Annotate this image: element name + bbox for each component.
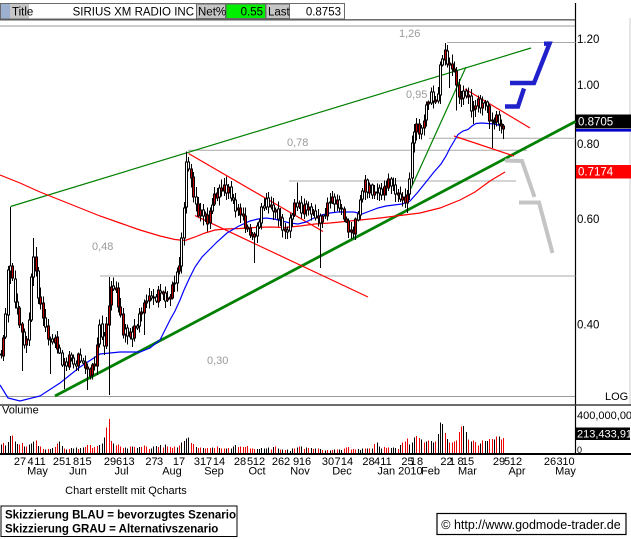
svg-text:31: 31	[194, 456, 206, 468]
svg-text:0.8705: 0.8705	[578, 117, 613, 129]
svg-text:14: 14	[341, 456, 353, 468]
svg-text:7: 7	[206, 456, 212, 468]
svg-text:Feb: Feb	[421, 466, 440, 478]
svg-text:0,95: 0,95	[406, 89, 427, 101]
svg-text:3: 3	[556, 456, 562, 468]
svg-text:29: 29	[104, 456, 116, 468]
svg-text:Net%: Net%	[198, 7, 226, 19]
svg-text:5: 5	[247, 456, 253, 468]
svg-text:Jun: Jun	[69, 466, 87, 478]
svg-text:May: May	[555, 466, 576, 478]
svg-text:1: 1	[449, 456, 455, 468]
svg-text:1.20: 1.20	[577, 34, 599, 46]
svg-text:15: 15	[462, 456, 474, 468]
svg-text:0.7174: 0.7174	[578, 167, 614, 179]
svg-text:0: 0	[577, 445, 582, 455]
svg-text:Jan 2010: Jan 2010	[377, 466, 422, 478]
svg-text:17: 17	[173, 456, 185, 468]
svg-text:Dec: Dec	[332, 466, 352, 478]
svg-text:15: 15	[79, 456, 91, 468]
svg-text:8: 8	[73, 456, 79, 468]
svg-text:14: 14	[213, 456, 225, 468]
svg-text:2: 2	[284, 456, 290, 468]
svg-text:© http://www.godmode-trader.de: © http://www.godmode-trader.de	[441, 518, 620, 532]
svg-text:25: 25	[401, 456, 413, 468]
svg-text:27: 27	[145, 456, 157, 468]
svg-text:Apr: Apr	[508, 466, 525, 478]
svg-text:12: 12	[253, 456, 265, 468]
svg-text:9: 9	[293, 456, 299, 468]
svg-text:Mar: Mar	[458, 466, 477, 478]
svg-text:0.40: 0.40	[577, 320, 599, 332]
svg-text:Chart erstellt mit Qcharts: Chart erstellt mit Qcharts	[65, 485, 187, 497]
svg-text:1.00: 1.00	[577, 80, 599, 92]
svg-text:1: 1	[410, 456, 416, 468]
svg-text:26: 26	[544, 456, 556, 468]
svg-text:0,78: 0,78	[287, 137, 308, 149]
svg-text:28: 28	[362, 456, 374, 468]
svg-text:11: 11	[380, 456, 391, 468]
svg-text:Volume: Volume	[2, 405, 39, 417]
svg-text:22: 22	[440, 456, 452, 468]
svg-text:Jul: Jul	[114, 466, 128, 478]
svg-text:5: 5	[504, 456, 510, 468]
svg-text:SIRIUS XM RADIO INC: SIRIUS XM RADIO INC	[73, 7, 194, 19]
svg-text:11: 11	[34, 456, 45, 468]
svg-text:16: 16	[299, 456, 311, 468]
svg-text:8: 8	[457, 456, 463, 468]
svg-text:25: 25	[53, 456, 65, 468]
svg-text:Aug: Aug	[162, 466, 182, 478]
svg-text:30: 30	[322, 456, 334, 468]
svg-text:3: 3	[157, 456, 163, 468]
svg-text:Skizzierung BLAU = bevorzugtes: Skizzierung BLAU = bevorzugtes Szenario	[5, 510, 236, 522]
svg-text:Oct: Oct	[248, 466, 265, 478]
svg-text:LOG: LOG	[605, 391, 628, 403]
svg-text:Nov: Nov	[290, 466, 310, 478]
svg-text:26: 26	[272, 456, 284, 468]
svg-text:Skizzierung GRAU = Alternativs: Skizzierung GRAU = Alternativszenario	[5, 524, 218, 536]
svg-text:Last: Last	[268, 7, 291, 19]
svg-text:0.8753: 0.8753	[306, 7, 341, 19]
svg-text:Title: Title	[12, 7, 33, 19]
svg-text:0.80: 0.80	[577, 139, 599, 151]
svg-text:Sep: Sep	[204, 466, 224, 478]
svg-text:8: 8	[417, 456, 423, 468]
svg-text:12: 12	[510, 456, 522, 468]
svg-text:10: 10	[562, 456, 574, 468]
svg-text:1: 1	[65, 456, 71, 468]
svg-text:6: 6	[116, 456, 122, 468]
svg-text:400,000,00: 400,000,00	[577, 410, 631, 422]
svg-text:7: 7	[334, 456, 340, 468]
svg-text:0,30: 0,30	[207, 355, 228, 367]
svg-text:May: May	[27, 466, 48, 478]
svg-text:213,433,91: 213,433,91	[577, 429, 631, 441]
svg-text:29: 29	[493, 456, 505, 468]
svg-text:0,48: 0,48	[92, 241, 113, 253]
svg-text:13: 13	[122, 456, 134, 468]
svg-text:27: 27	[14, 456, 26, 468]
svg-text:1,26: 1,26	[399, 28, 420, 40]
svg-text:4: 4	[374, 456, 380, 468]
svg-text:28: 28	[234, 456, 246, 468]
svg-text:4: 4	[27, 456, 33, 468]
svg-text:0.55: 0.55	[241, 7, 263, 19]
svg-text:0.60: 0.60	[577, 214, 599, 226]
